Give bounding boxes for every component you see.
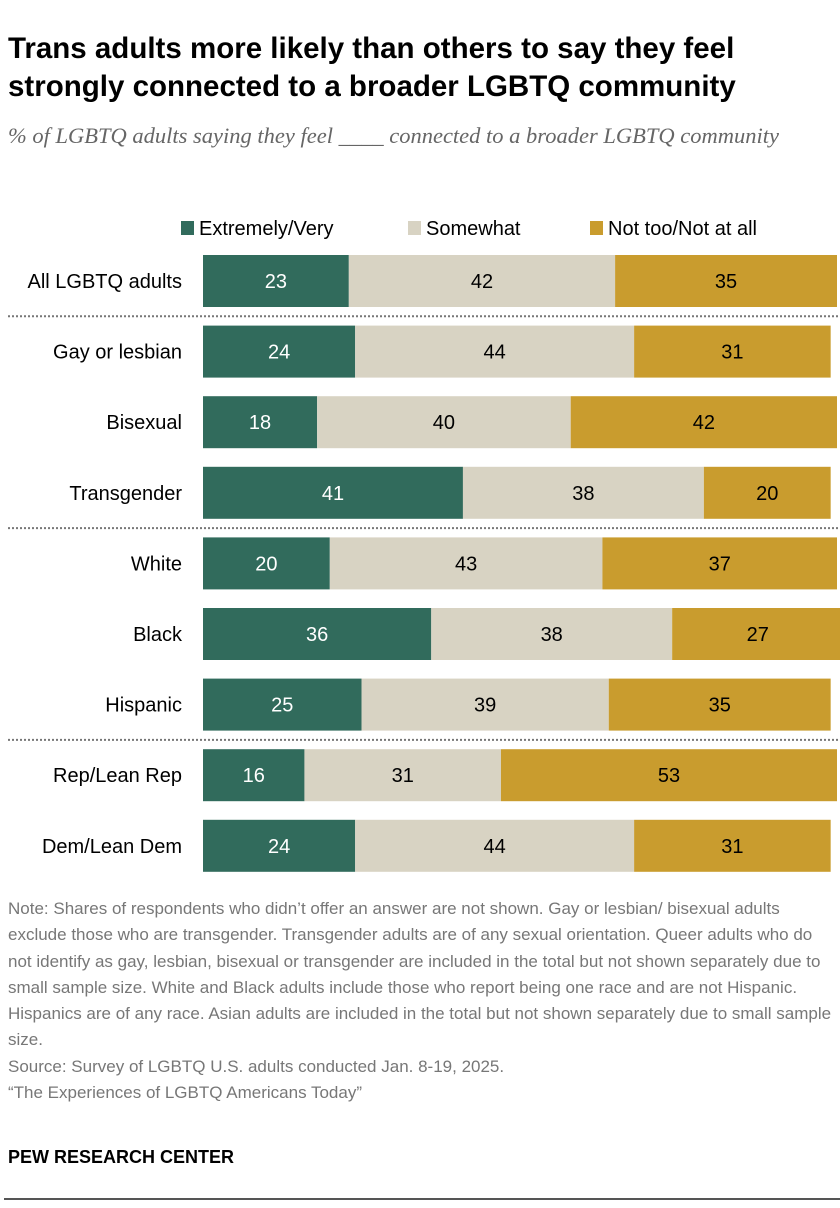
category-label: Hispanic xyxy=(105,695,182,717)
bar-segment xyxy=(203,325,356,378)
category-label: Dem/Lean Dem xyxy=(42,836,182,858)
data-label: 27 xyxy=(747,624,769,646)
data-label: 42 xyxy=(471,271,493,293)
data-label: 40 xyxy=(433,412,455,434)
data-label: 24 xyxy=(268,836,290,858)
data-label: 24 xyxy=(268,342,290,364)
category-label: White xyxy=(131,553,182,575)
brand-logo-text: PEW RESEARCH CENTER xyxy=(8,1147,235,1167)
bar-segment xyxy=(203,466,463,519)
data-label: 35 xyxy=(709,695,731,717)
category-label: Bisexual xyxy=(106,412,182,434)
bar-segment xyxy=(203,678,362,731)
chart-subtitle: % of LGBTQ adults saying they feel ____ … xyxy=(8,123,779,148)
bar-segment xyxy=(317,396,571,449)
bar-segment xyxy=(703,466,831,519)
data-label: 42 xyxy=(693,412,715,434)
source-text: Source: Survey of LGBTQ U.S. adults cond… xyxy=(8,1056,505,1076)
legend-swatch xyxy=(181,221,194,235)
bar-segment xyxy=(500,749,837,802)
note-text: Note: Shares of respondents who didn’t o… xyxy=(8,899,832,1050)
bar-segment xyxy=(672,608,840,660)
bar-segment xyxy=(615,255,837,307)
data-label: 25 xyxy=(271,695,293,717)
legend-swatch xyxy=(590,221,603,235)
data-label: 20 xyxy=(255,553,277,575)
stacked-bar-chart: Extremely/Very Somewhat Not too/Not at all… xyxy=(8,218,840,872)
data-label: 31 xyxy=(392,765,414,787)
data-label: 44 xyxy=(484,836,506,858)
bar-segment xyxy=(361,678,609,731)
category-label: Transgender xyxy=(69,483,182,505)
data-label: 23 xyxy=(265,271,287,293)
category-label: Gay or lesbian xyxy=(53,342,182,364)
data-label: 36 xyxy=(306,624,328,646)
bar-segment xyxy=(203,255,349,307)
bar-segment xyxy=(608,678,831,731)
bar-segment xyxy=(431,608,673,660)
category-label: Black xyxy=(133,624,183,646)
data-label: 38 xyxy=(572,483,594,505)
data-label: 16 xyxy=(243,765,265,787)
legend-label: Somewhat xyxy=(426,218,521,240)
notes: Note: Shares of respondents who didn’t o… xyxy=(8,896,838,1106)
chart-title: Trans adults more likely than others to … xyxy=(8,32,736,103)
legend-label: Not too/Not at all xyxy=(608,218,757,240)
bar-segment xyxy=(203,396,318,449)
data-label: 37 xyxy=(709,553,731,575)
bar-segment xyxy=(203,537,330,590)
data-label: 53 xyxy=(658,765,680,787)
bar-segment xyxy=(602,537,837,590)
data-label: 31 xyxy=(721,342,743,364)
data-label: 43 xyxy=(455,553,477,575)
data-label: 41 xyxy=(322,483,344,505)
data-label: 31 xyxy=(721,836,743,858)
category-label: All LGBTQ adults xyxy=(27,271,182,293)
bar-segment xyxy=(634,325,831,378)
bar-segment xyxy=(329,537,603,590)
bar-segment xyxy=(570,396,837,449)
data-label: 44 xyxy=(484,342,506,364)
data-label: 38 xyxy=(541,624,563,646)
bar-segment xyxy=(304,749,501,802)
bar-segment xyxy=(203,608,432,660)
bar-segment xyxy=(203,819,356,872)
bar-segment xyxy=(348,255,616,307)
bar-segment xyxy=(355,325,635,378)
bar-segment xyxy=(355,819,635,872)
bar-segment xyxy=(462,466,704,519)
bar-segment xyxy=(203,749,305,802)
report-title: “The Experiences of LGBTQ Americans Toda… xyxy=(8,1083,363,1103)
data-label: 35 xyxy=(715,271,737,293)
legend-swatch xyxy=(408,221,421,235)
category-label: Rep/Lean Rep xyxy=(53,765,182,787)
data-label: 18 xyxy=(249,412,271,434)
bar-segment xyxy=(634,819,831,872)
legend-label: Extremely/Very xyxy=(199,218,333,240)
data-label: 39 xyxy=(474,695,496,717)
data-label: 20 xyxy=(756,483,778,505)
bottom-rule xyxy=(4,1198,840,1200)
